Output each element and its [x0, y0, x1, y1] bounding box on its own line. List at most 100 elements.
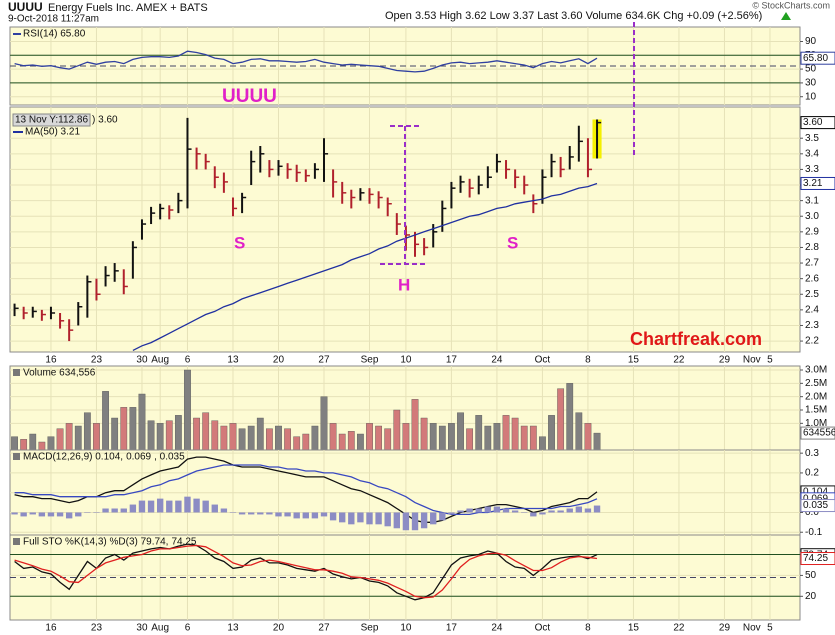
volume-bar [329, 423, 337, 451]
y-tick-label: 50 [805, 570, 817, 581]
histogram-bar [202, 500, 209, 513]
histogram-bar [75, 512, 82, 517]
y-tick-label: 2.6 [805, 273, 819, 284]
x-tick-label: 23 [91, 623, 103, 634]
histogram-bar [320, 512, 328, 517]
histogram-bar [193, 498, 200, 513]
volume-bar [393, 409, 401, 451]
y-tick-label: 2.2 [805, 336, 819, 347]
histogram-bar [138, 500, 146, 513]
x-tick-label: 29 [719, 623, 731, 634]
volume-bar [11, 436, 18, 451]
histogram-bar [156, 498, 164, 513]
volume-bar [520, 425, 528, 451]
histogram-bar [384, 512, 391, 527]
x-tick-label: 27 [318, 355, 330, 366]
x-tick-label: 5 [767, 355, 773, 366]
histogram-bar [357, 512, 364, 523]
x-tick-label: Nov [743, 623, 761, 634]
x-tick-label: 6 [185, 623, 191, 634]
histogram-bar [329, 512, 337, 521]
volume-bar [493, 423, 501, 451]
volume-bar [284, 428, 291, 451]
last-value-label: 634556 [803, 428, 835, 439]
volume-bar [56, 428, 64, 451]
volume-bar [211, 420, 219, 451]
histogram-bar [411, 512, 419, 531]
volume-bar [120, 407, 128, 451]
histogram-bar [257, 512, 264, 515]
y-tick-label: 2.4 [805, 305, 819, 316]
x-tick-label: 15 [628, 355, 640, 366]
last-value-label: 65.80 [803, 53, 828, 64]
volume-bar [20, 439, 28, 451]
volume-bar [539, 436, 546, 451]
x-tick-label: 23 [91, 355, 103, 366]
histogram-bar [521, 512, 528, 513]
histogram-bar [402, 512, 410, 531]
x-tick-label: 13 [227, 623, 239, 634]
histogram-bar [20, 512, 27, 517]
x-tick-label: 17 [446, 623, 458, 634]
x-tick-label: Sep [361, 623, 379, 634]
histogram-bar [557, 510, 564, 513]
up-arrow [781, 12, 791, 20]
volume-bar [229, 423, 237, 451]
volume-bar [357, 433, 364, 451]
volume-bar [238, 428, 246, 451]
volume-bar [47, 436, 55, 451]
y-tick-label: -0.1 [805, 527, 823, 538]
x-tick-label: 24 [491, 623, 503, 634]
x-tick-label: 22 [673, 355, 685, 366]
last-value-label: 3.21 [803, 178, 823, 189]
histogram-bar [84, 512, 91, 513]
histogram-bar [393, 512, 400, 529]
legend-label: 74.25 [171, 537, 196, 548]
volume-bar [184, 369, 191, 451]
x-tick-label: 20 [273, 623, 285, 634]
histogram-bar [375, 512, 382, 525]
volume-bar [402, 423, 410, 451]
y-tick-label: 0.3 [805, 448, 819, 459]
volume-bar [93, 423, 100, 451]
histogram-bar [484, 506, 492, 513]
histogram-bar [120, 508, 127, 513]
y-tick-label: 3.3 [805, 164, 819, 175]
legend-swatch [13, 369, 20, 376]
legend-label: MACD(12,26,9) 0.104, [23, 452, 123, 463]
volume-bar [202, 412, 210, 451]
volume-bar [448, 423, 455, 451]
volume-bar [83, 412, 91, 451]
y-tick-label: 2.8 [805, 242, 819, 253]
y-tick-label: 2.5 [805, 289, 819, 300]
last-value-box [800, 426, 835, 440]
volume-bar [411, 399, 419, 451]
volume-bar [466, 428, 474, 451]
histogram-bar [339, 512, 346, 523]
legend-label: RSI(14) 65.80 [23, 29, 86, 40]
histogram-bar [129, 504, 137, 513]
histogram-bar [175, 500, 182, 513]
histogram-bar [211, 504, 218, 513]
price-legend: ) 3.60 [92, 115, 118, 126]
tooltip-box [12, 113, 91, 127]
legend-label: Volume 634,556 [23, 368, 96, 379]
histogram-bar [229, 512, 237, 513]
y-tick-label: 20 [805, 591, 817, 602]
volume-bar [256, 417, 264, 451]
histogram-bar [366, 512, 373, 525]
company-name: Energy Fuels Inc. AMEX + BATS [48, 2, 208, 14]
x-tick-label: 16 [45, 623, 57, 634]
x-tick-label: Aug [151, 355, 169, 366]
histogram-bar [530, 512, 537, 517]
volume-bar [102, 391, 109, 451]
y-tick-label: 1.5M [805, 405, 827, 416]
x-tick-label: 29 [719, 355, 731, 366]
histogram-bar [56, 512, 64, 517]
histogram-bar [284, 512, 291, 517]
histogram-bar [166, 500, 173, 513]
histogram-bar [439, 512, 446, 521]
last-value-box [800, 552, 835, 566]
y-tick-label: 10 [805, 91, 817, 102]
